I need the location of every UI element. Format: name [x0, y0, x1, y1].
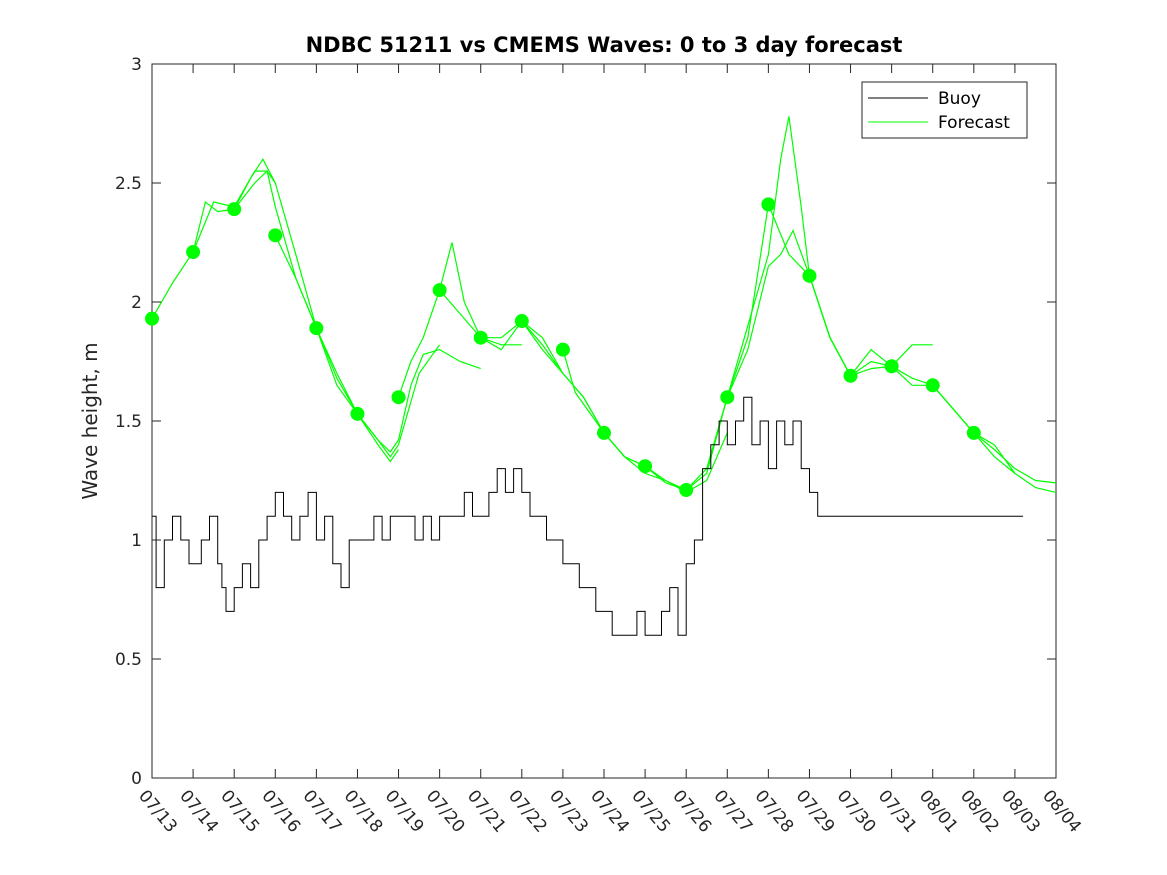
- x-tick-label: 07/25: [627, 786, 674, 836]
- forecast-marker: [473, 330, 488, 345]
- x-tick-label: 07/31: [874, 786, 921, 836]
- forecast-marker: [350, 406, 365, 421]
- y-tick-label: 3: [131, 55, 142, 75]
- forecast-marker: [432, 283, 447, 298]
- x-tick-label: 07/27: [709, 786, 756, 836]
- x-tick-label: 07/30: [833, 786, 880, 836]
- forecast-marker: [391, 390, 406, 405]
- forecast-series: [151, 116, 1057, 494]
- x-tick-label: 08/03: [997, 786, 1044, 836]
- forecast-marker: [884, 359, 899, 374]
- x-tick-label: 07/19: [381, 786, 428, 836]
- forecast-run-line: [397, 242, 522, 398]
- x-tick-label: 08/01: [915, 786, 962, 836]
- y-tick-label: 2.5: [115, 174, 142, 194]
- forecast-run-line: [357, 348, 481, 453]
- forecast-run-line: [315, 327, 441, 458]
- x-tick-label: 07/13: [134, 786, 181, 836]
- x-tick-label: 07/15: [216, 786, 263, 836]
- x-tick-label: 08/04: [1038, 786, 1085, 836]
- forecast-run-line: [233, 169, 358, 415]
- y-tick-label: 2: [131, 293, 142, 313]
- forecast-run-line: [808, 275, 933, 377]
- forecast-run-line: [439, 289, 564, 374]
- forecast-run-line: [192, 158, 317, 329]
- legend-forecast-label: Forecast: [938, 113, 1010, 133]
- forecast-marker: [925, 378, 940, 393]
- forecast-marker: [597, 425, 611, 440]
- y-tick-label: 0: [131, 769, 142, 789]
- legend: Buoy Forecast: [861, 81, 1028, 139]
- y-axis-label: Wave height, m: [78, 342, 102, 499]
- x-tick-label: 07/22: [504, 786, 551, 836]
- x-tick-label: 07/26: [668, 786, 715, 836]
- forecast-run-line: [644, 204, 769, 491]
- forecast-run-line: [151, 170, 276, 319]
- forecast-marker: [309, 321, 324, 336]
- forecast-run-line: [603, 432, 728, 494]
- legend-box: [861, 81, 1028, 139]
- forecast-run-line: [932, 384, 1057, 493]
- legend-buoy-label: Buoy: [938, 89, 981, 109]
- forecast-run-line: [973, 432, 1057, 484]
- x-tick-label: 07/23: [545, 786, 592, 836]
- y-tick-label: 1.5: [115, 412, 142, 432]
- x-tick-label: 07/24: [586, 786, 633, 836]
- forecast-run-line: [274, 235, 399, 463]
- x-tick-label: 07/17: [299, 786, 346, 836]
- forecast-marker: [514, 314, 529, 329]
- forecast-marker: [555, 342, 570, 357]
- forecast-markers: [145, 197, 981, 498]
- forecast-marker: [145, 311, 159, 326]
- forecast-marker: [268, 228, 283, 243]
- forecast-marker: [802, 268, 817, 283]
- forecast-marker: [679, 483, 694, 498]
- forecast-marker: [761, 197, 776, 212]
- chart-title: NDBC 51211 vs CMEMS Waves: 0 to 3 day fo…: [306, 33, 903, 57]
- forecast-marker: [638, 459, 653, 474]
- x-tick-label: 07/16: [257, 786, 304, 836]
- forecast-marker: [843, 368, 858, 383]
- buoy-series: [152, 396, 1024, 636]
- y-tick-label: 0.5: [115, 650, 142, 670]
- x-tick-label: 07/29: [792, 786, 839, 836]
- y-tick-label: 1: [131, 531, 142, 551]
- x-tick-label: 07/28: [751, 786, 798, 836]
- x-tick-label: 07/14: [175, 786, 222, 836]
- forecast-marker: [227, 202, 242, 217]
- x-tick-label: 07/18: [340, 786, 387, 836]
- x-tick-label: 07/21: [463, 786, 510, 836]
- buoy-line: [152, 396, 1024, 636]
- forecast-marker: [720, 390, 735, 405]
- plot-area: [151, 63, 1057, 779]
- x-tick-label: 08/02: [956, 786, 1003, 836]
- forecast-marker: [966, 425, 981, 440]
- forecast-marker: [186, 245, 201, 260]
- x-tick-label: 07/20: [422, 786, 469, 836]
